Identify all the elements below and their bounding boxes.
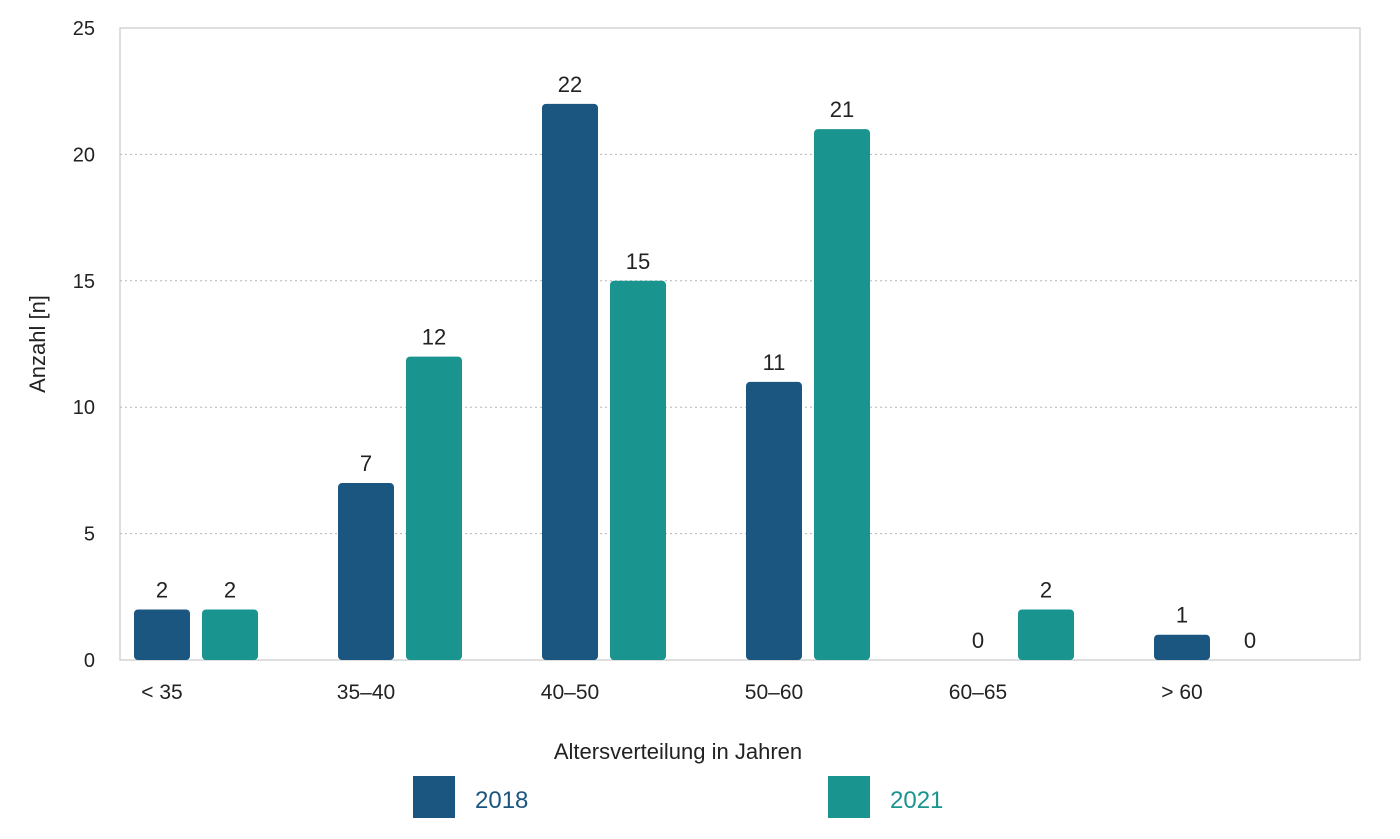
y-axis: 0 5 10 15 20 25 — [73, 18, 95, 672]
data-label: 7 — [360, 451, 372, 476]
plot-frame — [119, 27, 1361, 661]
y-tick-label: 25 — [73, 18, 95, 40]
y-tick-label: 5 — [84, 524, 95, 546]
x-tick-label: > 60 — [1161, 681, 1202, 704]
bar-2018-0 — [134, 609, 190, 660]
data-label: 2 — [1040, 577, 1052, 602]
bar-2018-1 — [338, 483, 394, 660]
data-label: 2 — [156, 577, 168, 602]
data-label: 22 — [558, 72, 582, 97]
data-label: 11 — [763, 350, 786, 375]
data-label: 1 — [1176, 603, 1188, 628]
x-tick-label: 40–50 — [541, 681, 599, 704]
grid-layer — [120, 153, 1360, 535]
bar-2021-4 — [1018, 609, 1074, 660]
bar-2018-5 — [1154, 634, 1210, 660]
data-label: 0 — [972, 628, 984, 653]
legend-swatch — [413, 776, 455, 818]
y-tick-label: 15 — [73, 271, 95, 293]
bar-2021-1 — [406, 356, 462, 660]
y-axis-title: Anzahl [n] — [25, 295, 50, 393]
x-tick-label: 50–60 — [745, 681, 803, 704]
x-tick-label: 35–40 — [337, 681, 395, 704]
x-tick-label: < 35 — [141, 681, 182, 704]
bar-2021-3 — [814, 129, 870, 660]
bar-2018-2 — [542, 103, 598, 661]
y-tick-label: 10 — [73, 397, 95, 419]
legend-item-2018: 2018 — [413, 776, 528, 818]
legend-label: 2018 — [475, 787, 528, 814]
bar-2021-0 — [202, 609, 258, 660]
legend-item-2021: 2021 — [828, 776, 943, 818]
legend-label: 2021 — [890, 787, 943, 814]
x-axis-title: Altersverteilung in Jahren — [554, 739, 802, 764]
legend-swatch — [828, 776, 870, 818]
data-label: 12 — [422, 325, 446, 350]
data-label: 15 — [626, 249, 650, 274]
data-label: 21 — [830, 97, 854, 122]
y-tick-label: 0 — [84, 650, 95, 672]
y-tick-label: 20 — [73, 144, 95, 166]
data-label: 2 — [224, 577, 236, 602]
bar-2021-2 — [610, 280, 666, 660]
x-tick-label: 60–65 — [949, 681, 1007, 704]
data-label: 0 — [1244, 628, 1256, 653]
x-axis: < 35 35–40 40–50 50–60 60–65 > 60 — [141, 681, 1202, 704]
bar-2018-3 — [746, 381, 802, 660]
legend: 2018 2021 — [413, 776, 943, 818]
bars — [134, 103, 1210, 661]
